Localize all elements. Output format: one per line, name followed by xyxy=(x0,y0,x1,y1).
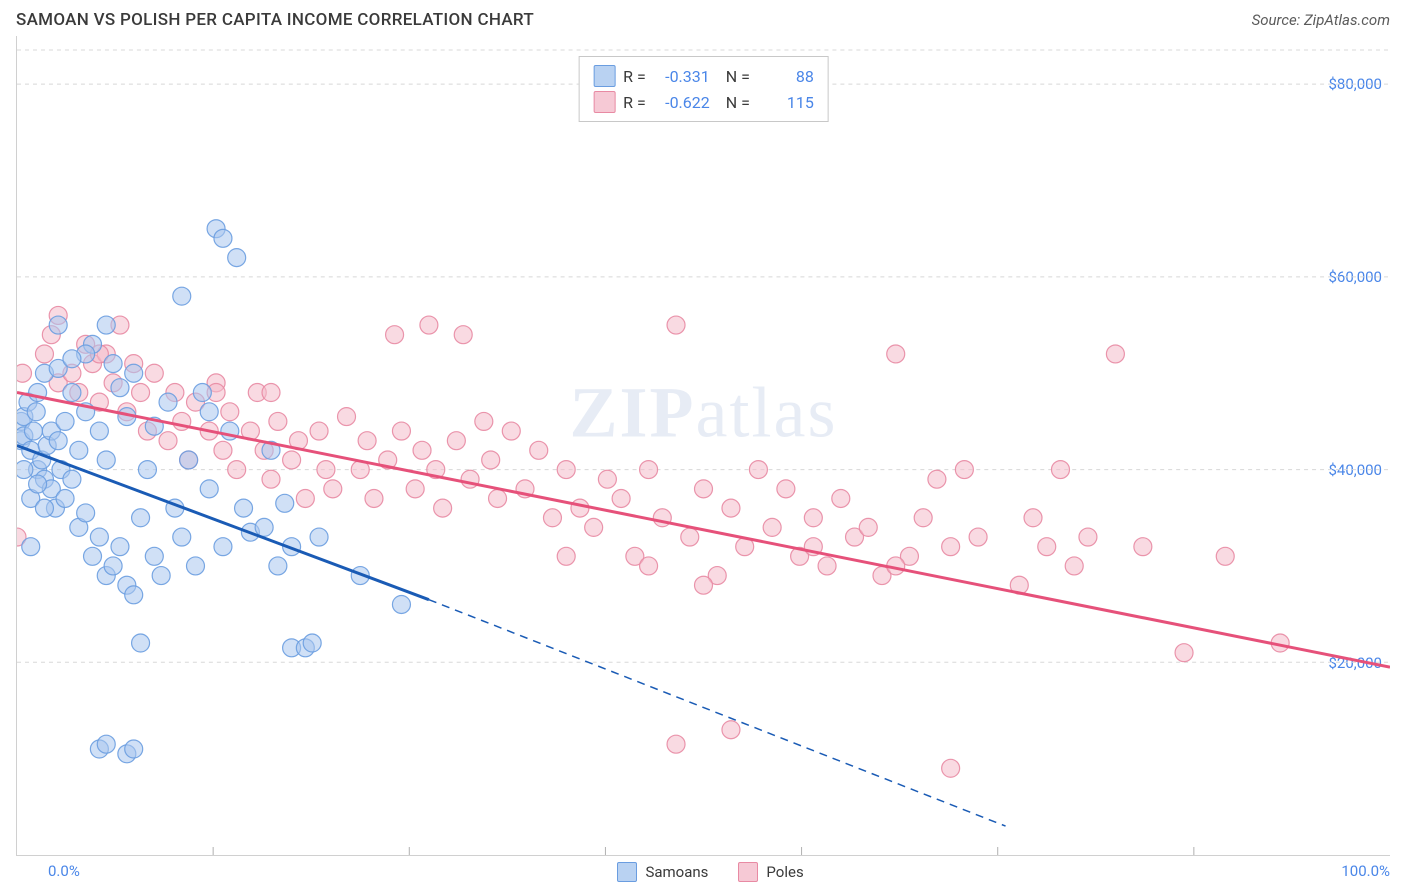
x-axis-max-label: 100.0% xyxy=(1341,862,1390,882)
legend-item-samoans: Samoans xyxy=(617,862,708,882)
chart-source: Source: ZipAtlas.com xyxy=(1252,11,1390,29)
chart-title: SAMOAN VS POLISH PER CAPITA INCOME CORRE… xyxy=(16,10,534,30)
r-label: R = xyxy=(623,67,646,86)
legend-swatch-poles-footer xyxy=(738,862,758,882)
chart-plot-area: Per Capita Income R = -0.331 N = 88 R = … xyxy=(16,36,1390,856)
series-legend: Samoans Poles xyxy=(80,862,1342,882)
legend-row-poles: R = -0.622 N = 115 xyxy=(593,89,814,115)
n-label: N = xyxy=(718,67,750,86)
n-value-poles: 115 xyxy=(758,93,814,112)
x-axis-min-label: 0.0% xyxy=(48,862,80,882)
r-label: R = xyxy=(623,93,646,112)
scatter-svg xyxy=(17,36,1390,855)
legend-row-samoans: R = -0.331 N = 88 xyxy=(593,63,814,89)
legend-label-poles: Poles xyxy=(766,863,803,881)
legend-swatch-samoans xyxy=(593,65,615,87)
legend-item-poles: Poles xyxy=(738,862,803,882)
r-value-poles: -0.622 xyxy=(654,93,710,112)
n-label: N = xyxy=(718,93,750,112)
legend-label-samoans: Samoans xyxy=(645,863,708,881)
n-value-samoans: 88 xyxy=(758,67,814,86)
correlation-legend: R = -0.331 N = 88 R = -0.622 N = 115 xyxy=(578,56,829,122)
legend-swatch-samoans-footer xyxy=(617,862,637,882)
r-value-samoans: -0.331 xyxy=(654,67,710,86)
legend-swatch-poles xyxy=(593,91,615,113)
